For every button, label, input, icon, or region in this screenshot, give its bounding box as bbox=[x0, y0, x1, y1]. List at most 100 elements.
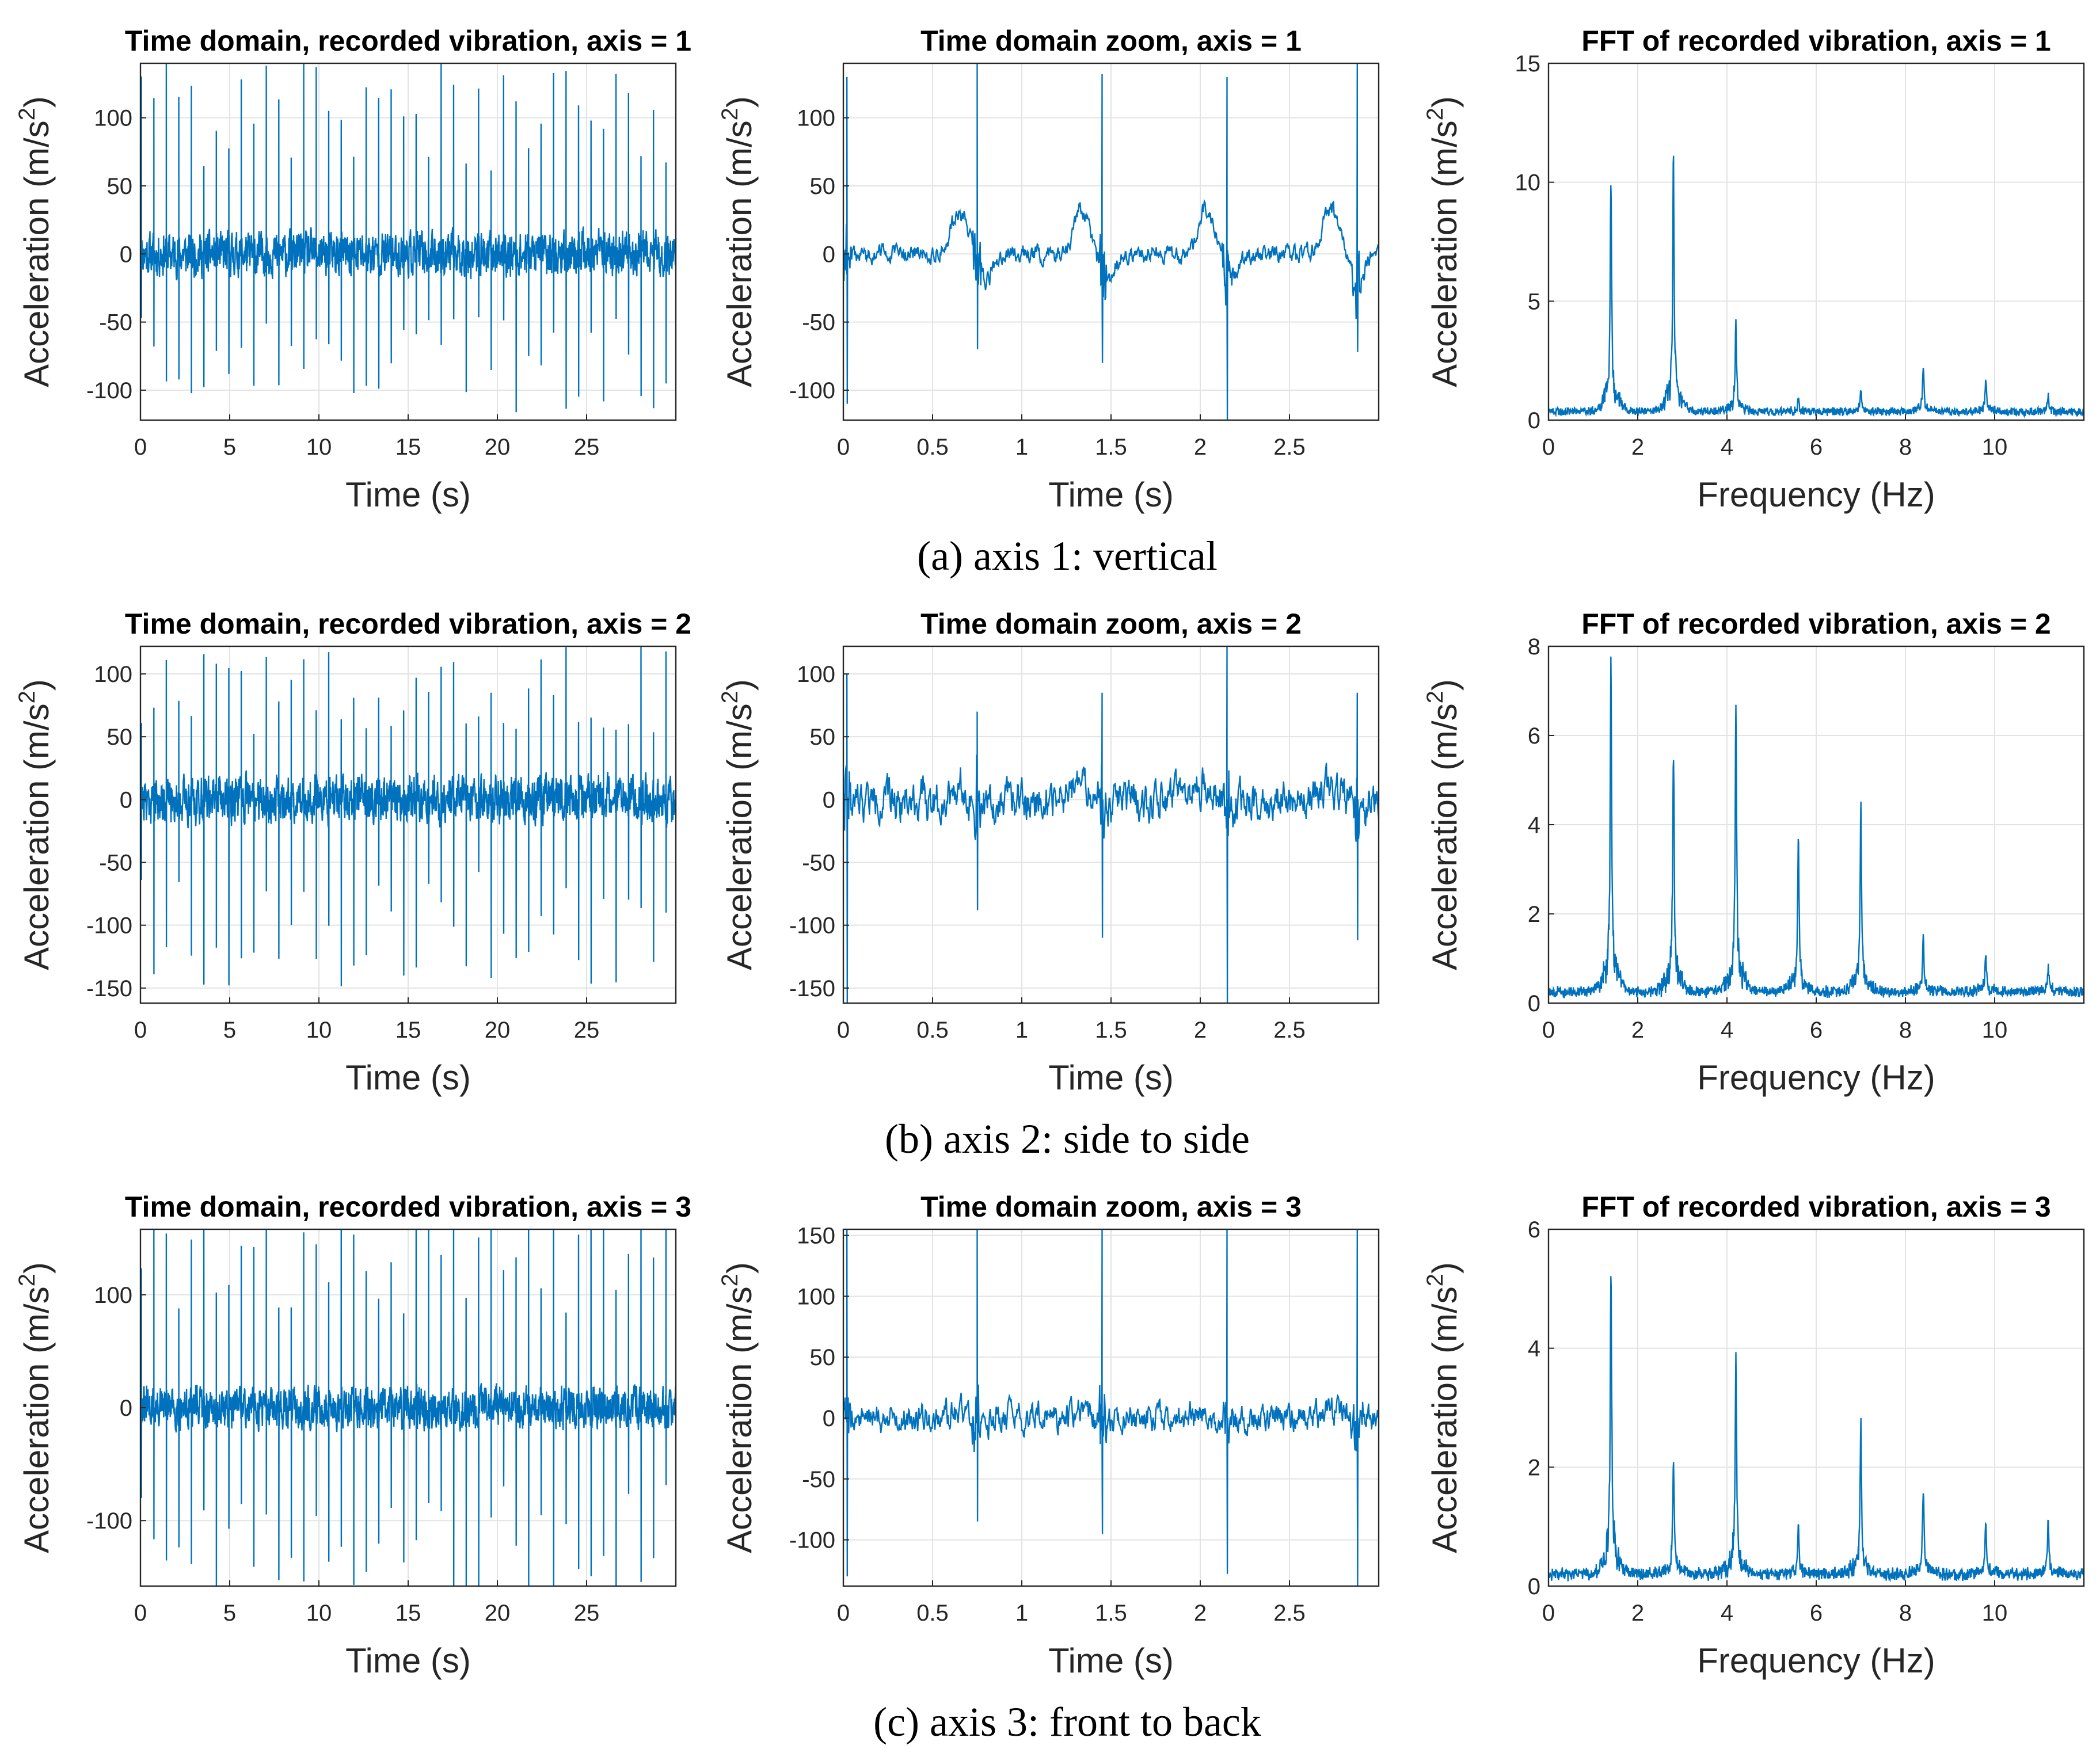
y-tick-label: 4 bbox=[1528, 1336, 1540, 1362]
chart-title: Time domain, recorded vibration, axis = … bbox=[125, 1191, 691, 1223]
y-tick-label: 0 bbox=[120, 242, 132, 267]
x-tick-label: 1 bbox=[1015, 435, 1028, 460]
x-tick-label: 1 bbox=[1015, 1017, 1028, 1043]
y-axis-label-sup: 2 bbox=[1422, 108, 1448, 120]
y-tick-label: -50 bbox=[802, 850, 835, 875]
y-axis-label-main: Acceleration (m/s bbox=[720, 1286, 759, 1553]
series-line bbox=[843, 646, 1379, 1003]
y-axis-label: Acceleration (m/s2) bbox=[1422, 679, 1464, 970]
y-tick-label: 50 bbox=[810, 174, 836, 199]
x-tick-label: 10 bbox=[306, 1600, 332, 1626]
x-tick-label: 0.5 bbox=[916, 1017, 949, 1043]
x-tick-label: 20 bbox=[485, 1600, 511, 1626]
x-tick-label: 1.5 bbox=[1095, 435, 1127, 460]
x-tick-label: 4 bbox=[1721, 1017, 1733, 1043]
x-tick-label: 0 bbox=[134, 1600, 147, 1626]
y-axis-label-end: ) bbox=[17, 96, 56, 108]
y-axis-label: Acceleration (m/s2) bbox=[1422, 1262, 1464, 1553]
x-axis-label: Time (s) bbox=[1048, 1058, 1174, 1097]
y-axis-label-sup: 2 bbox=[717, 1274, 743, 1286]
y-tick-label: 150 bbox=[797, 1224, 835, 1249]
y-tick-label: 0 bbox=[823, 1406, 835, 1431]
y-axis-label-main: Acceleration (m/s bbox=[720, 703, 759, 970]
y-tick-label: 2 bbox=[1528, 902, 1540, 927]
y-axis-label: Acceleration (m/s2) bbox=[717, 1262, 759, 1553]
x-tick-label: 10 bbox=[1982, 1600, 2008, 1626]
y-tick-label: -100 bbox=[86, 913, 132, 939]
y-axis-label-main: Acceleration (m/s bbox=[17, 1286, 56, 1553]
x-axis-label: Frequency (Hz) bbox=[1697, 475, 1935, 514]
y-tick-label: -50 bbox=[802, 1467, 835, 1492]
x-tick-label: 8 bbox=[1899, 1017, 1912, 1043]
y-tick-label: 15 bbox=[1515, 51, 1541, 77]
x-tick-label: 6 bbox=[1810, 1017, 1823, 1043]
x-tick-label: 25 bbox=[574, 435, 600, 460]
chart-b-time: 0 5 10 15 20 25 -150 -100 -50 0 50 100 Time domain, … bbox=[14, 608, 691, 1097]
x-tick-label: 4 bbox=[1721, 1600, 1733, 1626]
x-tick-label: 20 bbox=[485, 1017, 511, 1043]
y-tick-label: 0 bbox=[823, 242, 835, 267]
chart-a-time: 0 5 10 15 20 25 -100 -50 0 50 100 Time domain, reco… bbox=[14, 25, 691, 514]
y-axis-label-end: ) bbox=[17, 1262, 56, 1274]
x-tick-label: 0 bbox=[837, 1600, 850, 1626]
y-axis-label-main: Acceleration (m/s bbox=[1425, 1286, 1464, 1553]
x-tick-label: 2.5 bbox=[1273, 435, 1306, 460]
x-tick-label: 0 bbox=[134, 435, 147, 460]
y-tick-label: 0 bbox=[1528, 1574, 1540, 1599]
x-tick-label: 15 bbox=[395, 1017, 421, 1043]
x-tick-label: 8 bbox=[1899, 435, 1912, 460]
y-tick-label: 0 bbox=[823, 787, 835, 813]
series-line bbox=[140, 1229, 676, 1586]
chart-c-zoom: 0 0.5 1 1.5 2 2.5 -100 -50 0 50 100 150 Time domain … bbox=[717, 1191, 1380, 1680]
x-tick-label: 5 bbox=[223, 1600, 236, 1626]
y-tick-label: -50 bbox=[99, 310, 132, 336]
y-axis-label-main: Acceleration (m/s bbox=[720, 120, 759, 387]
y-tick-label: -100 bbox=[86, 378, 132, 403]
x-axis-label: Time (s) bbox=[1048, 1641, 1174, 1680]
x-tick-label: 0.5 bbox=[916, 1600, 949, 1626]
y-axis-label-main: Acceleration (m/s bbox=[1425, 120, 1464, 387]
y-tick-label: -50 bbox=[802, 310, 835, 336]
x-tick-label: 0 bbox=[134, 1017, 147, 1043]
y-axis-label: Acceleration (m/s2) bbox=[14, 96, 56, 387]
x-axis-label: Time (s) bbox=[345, 1058, 471, 1097]
x-tick-label: 0 bbox=[1542, 1600, 1555, 1626]
y-tick-label: 100 bbox=[94, 1283, 132, 1308]
series-line bbox=[140, 63, 676, 413]
y-axis-label-sup: 2 bbox=[14, 108, 40, 120]
chart-title: Time domain zoom, axis = 2 bbox=[920, 608, 1302, 640]
x-tick-label: 20 bbox=[485, 435, 511, 460]
y-tick-label: 6 bbox=[1528, 723, 1540, 749]
x-tick-label: 2 bbox=[1194, 1600, 1207, 1626]
y-axis-label-sup: 2 bbox=[14, 691, 40, 703]
y-axis-label: Acceleration (m/s2) bbox=[1422, 96, 1464, 387]
y-tick-label: 8 bbox=[1528, 634, 1540, 660]
y-axis-label-main: Acceleration (m/s bbox=[17, 120, 56, 387]
y-tick-label: 2 bbox=[1528, 1455, 1540, 1480]
y-tick-label: 50 bbox=[107, 725, 133, 750]
x-tick-label: 0 bbox=[1542, 435, 1555, 460]
chart-title: Time domain, recorded vibration, axis = … bbox=[125, 608, 691, 640]
x-tick-label: 1.5 bbox=[1095, 1017, 1127, 1043]
y-tick-label: 5 bbox=[1528, 289, 1540, 314]
y-axis-label: Acceleration (m/s2) bbox=[14, 1262, 56, 1553]
y-tick-label: 4 bbox=[1528, 813, 1540, 838]
x-tick-label: 15 bbox=[395, 435, 421, 460]
y-tick-label: 100 bbox=[94, 662, 132, 687]
y-tick-label: 50 bbox=[107, 174, 133, 199]
y-axis-label-end: ) bbox=[720, 1262, 759, 1274]
y-tick-label: 0 bbox=[120, 787, 132, 813]
y-tick-label: 0 bbox=[120, 1396, 132, 1421]
x-tick-label: 2.5 bbox=[1273, 1600, 1306, 1626]
y-axis-label-end: ) bbox=[720, 96, 759, 108]
chart-title: FFT of recorded vibration, axis = 3 bbox=[1581, 1191, 2050, 1223]
x-tick-label: 5 bbox=[223, 435, 236, 460]
series-line bbox=[843, 1229, 1379, 1586]
y-axis-label-main: Acceleration (m/s bbox=[17, 703, 56, 970]
y-tick-label: -150 bbox=[789, 976, 835, 1001]
chart-title: FFT of recorded vibration, axis = 2 bbox=[1581, 608, 2050, 640]
y-axis-label-end: ) bbox=[720, 679, 759, 691]
x-axis-label: Time (s) bbox=[1048, 475, 1174, 514]
y-axis-label-sup: 2 bbox=[14, 1274, 40, 1286]
caption-a: (a) axis 1: vertical bbox=[917, 533, 1218, 579]
